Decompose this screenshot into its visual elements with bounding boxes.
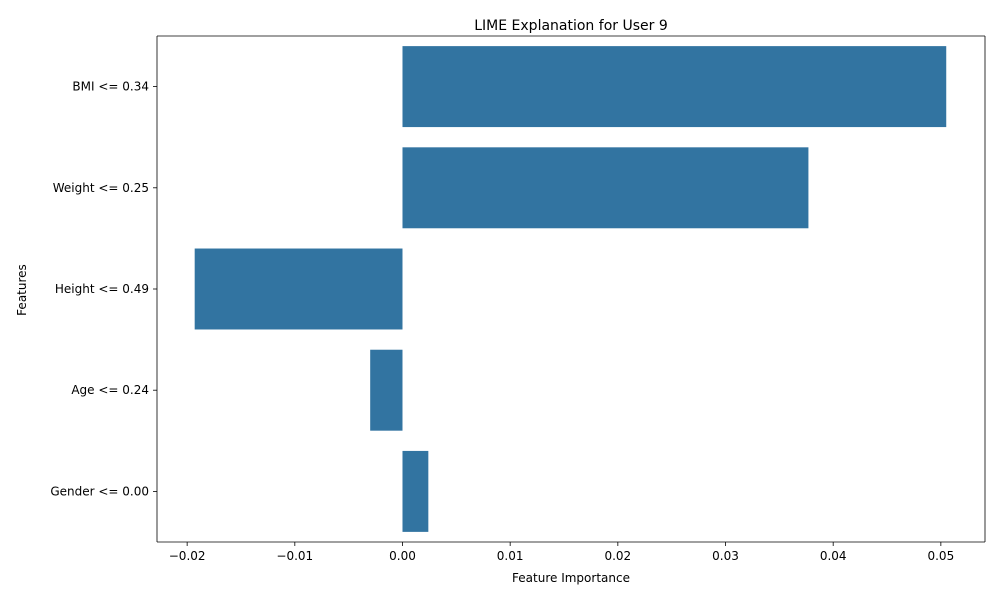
chart-title: LIME Explanation for User 9: [474, 18, 667, 34]
bar: [402, 46, 947, 128]
y-tick-label: BMI <= 0.34: [72, 80, 149, 94]
y-axis-label: Features: [15, 264, 29, 316]
x-tick-label: 0.05: [927, 549, 954, 563]
bar: [402, 147, 809, 229]
x-axis-label: Feature Importance: [512, 571, 630, 585]
y-tick-label: Age <= 0.24: [71, 383, 149, 397]
y-tick-label: Height <= 0.49: [55, 282, 149, 296]
x-tick-label: 0.00: [389, 549, 416, 563]
x-tick-label: 0.03: [712, 549, 739, 563]
bar: [402, 450, 429, 532]
x-tick-label: 0.02: [604, 549, 631, 563]
x-tick-label: 0.04: [820, 549, 847, 563]
plot-area: −0.02 −0.01 0.00 0.01 0.02 0.03 0.04 0.05 BMI <=…: [50, 35, 986, 563]
bar: [370, 349, 403, 431]
x-tick-label: −0.02: [169, 549, 206, 563]
x-tick-label: −0.01: [276, 549, 313, 563]
x-tick-label: 0.01: [497, 549, 524, 563]
y-tick-label: Weight <= 0.25: [53, 181, 149, 195]
bar: [194, 248, 403, 330]
y-tick-label: Gender <= 0.00: [50, 484, 149, 498]
